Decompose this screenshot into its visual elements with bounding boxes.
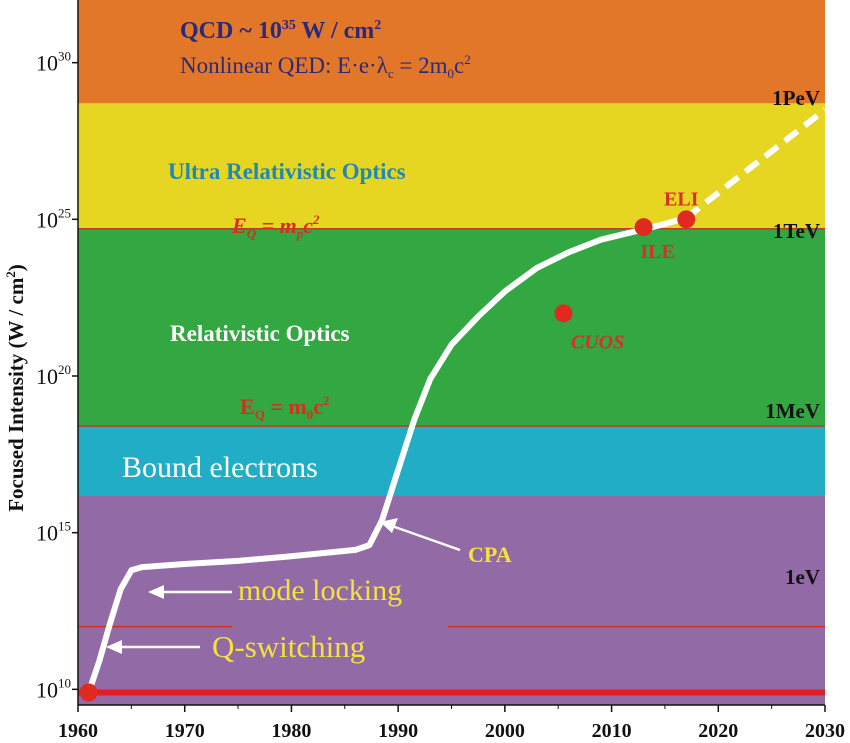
qed-label-end: c <box>454 53 464 78</box>
eq-electron-sub: Q <box>255 407 265 422</box>
qcd-label: QCD ~ 1035 W / cm2 <box>180 18 381 44</box>
qcd-label-unit-exp: 2 <box>374 18 381 33</box>
y-tick-label-25: 1025 <box>36 205 71 232</box>
y-tick-label-30: 1030 <box>36 49 71 76</box>
relativistic-label: Relativistic Optics <box>170 321 350 346</box>
point-label-eli: ELI <box>664 188 699 210</box>
band-qcd <box>78 0 825 104</box>
qed-label-sub2: 0 <box>448 66 455 81</box>
regime-bands <box>78 0 825 705</box>
y-tick-base-10: 10 <box>36 677 58 702</box>
threshold-lines <box>78 227 825 696</box>
point-label-ile: ILE <box>640 241 674 263</box>
eq-electron-sup: 2 <box>323 393 330 408</box>
eq-proton-sub: Q <box>247 226 257 241</box>
cpa-arrow <box>380 518 461 552</box>
q-switching-arrow <box>106 640 200 654</box>
point-label-cuos: CUOS <box>571 331 624 353</box>
mode-locking-label: mode locking <box>238 574 402 607</box>
y-tick-base-25: 10 <box>36 207 58 232</box>
q-switching-label: Q-switching <box>212 629 365 664</box>
point-origin <box>79 683 98 702</box>
eq-electron-eq: = m <box>265 394 307 419</box>
energy-label-mev: 1MeV <box>765 399 820 423</box>
energy-label-tev: 1TeV <box>773 219 820 243</box>
qed-label-sup: 2 <box>464 52 471 67</box>
eq-electron-sub2: 0 <box>307 407 314 422</box>
qed-label: Nonlinear QED: E·e·λc = 2m0c2 <box>180 52 471 81</box>
eq-electron-e: E <box>240 394 255 419</box>
intensity-curve <box>85 107 827 694</box>
y-tick-exp-20: 20 <box>58 362 71 377</box>
eq-electron-c: c <box>313 394 323 419</box>
y-axis-title-main: Focused Intensity (W / cm <box>4 277 28 512</box>
y-tick-exp-10: 10 <box>58 675 71 690</box>
band-labels: QCD ~ 1035 W / cm2 Nonlinear QED: E·e·λc… <box>122 18 820 589</box>
eq-electron-label: EQ = m0c2 <box>240 393 329 422</box>
point-ile <box>634 218 653 237</box>
x-tick-label-2000: 2000 <box>485 720 525 742</box>
band-ultra <box>78 103 825 229</box>
qcd-label-unit: W / cm <box>296 18 374 44</box>
y-tick-label-15: 1015 <box>36 519 71 546</box>
qcd-label-exp: 35 <box>282 18 296 33</box>
facility-points: CUOS ILE ELI <box>79 188 699 702</box>
series-line-solid <box>85 214 688 694</box>
band-relativistic <box>78 228 825 427</box>
x-tick-label-1970: 1970 <box>165 720 205 742</box>
x-tick-label-1990: 1990 <box>378 720 418 742</box>
point-eli <box>677 210 696 229</box>
x-ticks: 1960 1970 1980 1990 2000 2010 2020 2030 <box>58 705 845 742</box>
mode-locking-arrow <box>148 585 232 599</box>
y-tick-base-30: 10 <box>36 51 58 76</box>
eq-proton-eq: = m <box>256 213 297 238</box>
ultra-relativistic-label: Ultra Relativistic Optics <box>168 159 406 184</box>
y-tick-label-10: 1010 <box>36 675 71 702</box>
y-tick-base-20: 10 <box>36 364 58 389</box>
x-tick-label-2020: 2020 <box>698 720 738 742</box>
y-axis-title-end: ) <box>4 264 28 271</box>
cpa-label: CPA <box>468 542 512 567</box>
y-tick-exp-15: 15 <box>58 519 71 534</box>
bound-electrons-label: Bound electrons <box>122 451 318 484</box>
band-bound <box>78 426 825 496</box>
y-tick-label-20: 1020 <box>36 362 71 389</box>
eq-proton-label: EQ = mpc2 <box>231 212 320 241</box>
x-tick-label-1980: 1980 <box>271 720 311 742</box>
eq-proton-c: c <box>303 213 313 238</box>
eq-proton-e: E <box>231 213 247 238</box>
x-tick-label-2010: 2010 <box>592 720 632 742</box>
qed-label-main: Nonlinear QED: E·e·λ <box>180 53 389 78</box>
eq-proton-sup: 2 <box>312 212 320 227</box>
y-tick-exp-30: 30 <box>58 49 71 64</box>
mode-locking-label-bg <box>234 572 444 608</box>
y-axis-title-sup: 2 <box>3 271 18 278</box>
point-cuos <box>554 304 573 323</box>
technique-annotations: mode locking Q-switching CPA <box>106 518 512 664</box>
energy-label-pev: 1PeV <box>772 86 820 110</box>
qed-label-eq: = 2m <box>394 53 448 78</box>
qed-label-sub: c <box>388 66 394 81</box>
eq-proton-sub2: p <box>296 226 304 241</box>
y-tick-base-15: 10 <box>36 521 58 546</box>
x-tick-label-2030: 2030 <box>805 720 845 742</box>
qcd-label-main: QCD ~ 10 <box>180 18 282 44</box>
series-line-dashed <box>684 107 827 221</box>
energy-label-ev: 1eV <box>785 565 820 589</box>
band-low <box>78 495 825 705</box>
x-tick-label-1960: 1960 <box>58 720 98 742</box>
y-axis-title: Focused Intensity (W / cm2) <box>3 264 28 512</box>
y-tick-exp-25: 25 <box>58 205 71 220</box>
